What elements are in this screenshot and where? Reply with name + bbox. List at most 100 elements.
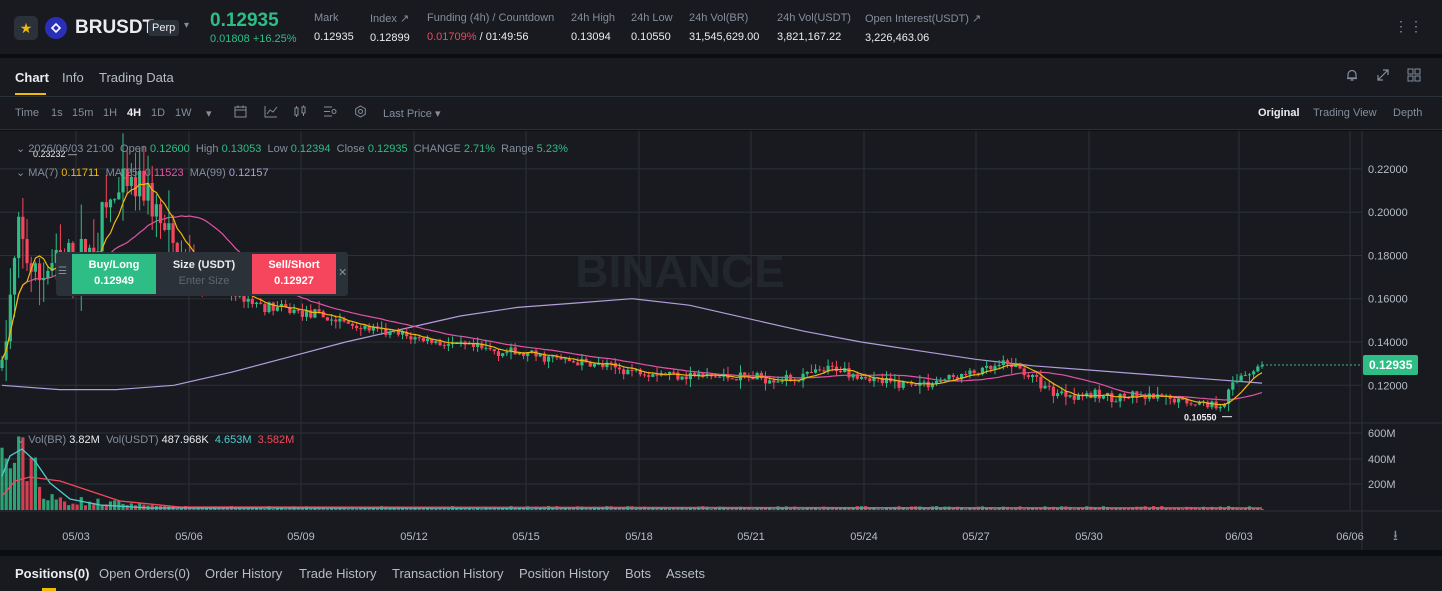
tab-bots[interactable]: Bots [625,566,652,581]
indicator-chart-icon[interactable] [264,105,278,121]
volume-bar [521,508,526,510]
candle-body [663,373,667,375]
layout-grid-icon[interactable] [1407,68,1421,85]
tab-positions[interactable]: Positions(0) [15,566,90,581]
volume-bar [363,507,367,510]
tab-trade-history[interactable]: Trade History [299,566,377,581]
active-tab-indicator [42,588,56,591]
interval-1s[interactable]: 1s [51,107,63,119]
stat-index[interactable]: Index ↗ 0.12899 [370,12,410,44]
candle-body [100,202,104,252]
tab-position-history[interactable]: Position History [519,566,610,581]
tab-order-history[interactable]: Order History [205,566,283,581]
interval-1d[interactable]: 1D [151,107,166,119]
legend-collapse-icon[interactable]: ⌄ [16,143,29,155]
open-value: 0.12600 [150,143,190,155]
candle-body [538,353,542,357]
candle-body [960,374,964,380]
candle-body [267,302,271,313]
candle-body [446,344,451,346]
ma99-line-path [1,298,1263,391]
stat-label: Funding (4h) / Countdown [427,12,555,24]
tab-open-orders[interactable]: Open Orders(0) [99,566,191,581]
legend-collapse-icon[interactable]: ⌄ [16,167,29,179]
candle-body [563,358,567,360]
interval-1w[interactable]: 1W [175,107,192,119]
candle-body [626,369,630,375]
volume-bar [726,507,730,510]
gear-icon[interactable] [354,105,367,121]
chart-area[interactable]: BINANCE 0.22000 0.20000 0.18000 0.16000 0.14… [0,131,1442,550]
interval-15m[interactable]: 15m [72,107,94,119]
volume-bar [1256,508,1260,510]
symbol-name[interactable]: BRUSDT [75,17,155,38]
volume-bar [0,447,4,510]
stat-open-interest[interactable]: Open Interest(USDT) ↗ 3,226,463.06 [865,12,981,44]
interval-1h[interactable]: 1H [103,107,118,119]
stat-value: 3,821,167.22 [777,31,842,43]
view-trading-view[interactable]: Trading View [1313,107,1377,119]
candle-style-icon[interactable] [293,105,307,121]
volume-bar [985,507,989,510]
candle-body [1143,395,1147,399]
price-tick-label: 0.20000 [1368,207,1408,219]
candle-body [1064,391,1068,397]
size-input[interactable]: Size (USDT) Enter Size [157,254,251,294]
symbol-dropdown-icon[interactable]: ▾ [184,20,190,31]
volume-bar [584,508,588,510]
candle-body [930,383,934,388]
buy-long-button[interactable]: Buy/Long 0.12949 [72,254,156,294]
candle-body [651,374,655,377]
date-tick-label: 05/03 [62,531,90,543]
ma25-line-path [1,215,1263,401]
candle-body [296,309,300,311]
expand-icon[interactable] [1376,68,1390,85]
interval-time[interactable]: Time [15,107,40,119]
axis-settings-icon: ⭳ [1393,527,1398,543]
bell-icon[interactable] [1345,68,1359,85]
candle-body [505,352,509,354]
drag-handle-icon[interactable]: ☰ [58,266,67,277]
volume-bars [0,436,1264,510]
volume-bar [868,507,872,510]
stat-24h-vol-base: 24h Vol(BR) 31,545,629.00 [689,12,759,43]
interval-4h[interactable]: 4H [127,107,142,119]
volume-bar [667,508,672,510]
interval-dropdown-icon[interactable]: ▾ [206,108,212,120]
candle-body [567,358,572,362]
volume-bar [58,497,63,510]
candle-body [818,369,822,371]
stat-label: 24h Vol(BR) [689,12,749,24]
volume-tick-label: 200M [1368,479,1396,491]
candle-body [672,371,676,373]
stat-funding: Funding (4h) / Countdown 0.01709% / 01:4… [427,12,554,43]
candle-body [647,375,651,377]
candle-body [284,304,288,308]
candle-body [430,338,434,343]
candle-body [642,374,647,376]
sell-short-button[interactable]: Sell/Short 0.12927 [252,254,336,294]
favorite-star-icon[interactable]: ★ [14,16,38,40]
tab-assets[interactable]: Assets [666,566,706,581]
view-original[interactable]: Original [1258,107,1300,119]
calendar-icon[interactable] [234,105,247,121]
candle-body [1001,360,1005,365]
tab-trading-data[interactable]: Trading Data [99,70,174,85]
more-options-icon[interactable]: ⋮⋮ [1394,18,1424,34]
volume-bar [780,507,784,510]
settings-list-icon[interactable] [323,105,337,121]
close-icon[interactable]: ✕ [338,267,348,279]
tab-info[interactable]: Info [62,70,84,85]
tab-transaction-history[interactable]: Transaction History [392,566,504,581]
view-depth[interactable]: Depth [1393,107,1423,119]
tab-chart[interactable]: Chart [15,70,49,85]
current-price-label: 0.12935 [1369,358,1413,372]
sell-label: Sell/Short [268,259,320,271]
candle-body [985,365,989,368]
high-label: High [195,143,219,155]
price-chart[interactable]: BINANCE 0.22000 0.20000 0.18000 0.16000 0.14… [0,131,1442,550]
price-type-dropdown[interactable]: Last Price ▾ [383,108,441,120]
volume-bar [238,508,242,510]
legend-collapse-icon[interactable]: ⌄ [16,434,29,446]
candle-body [409,336,413,340]
